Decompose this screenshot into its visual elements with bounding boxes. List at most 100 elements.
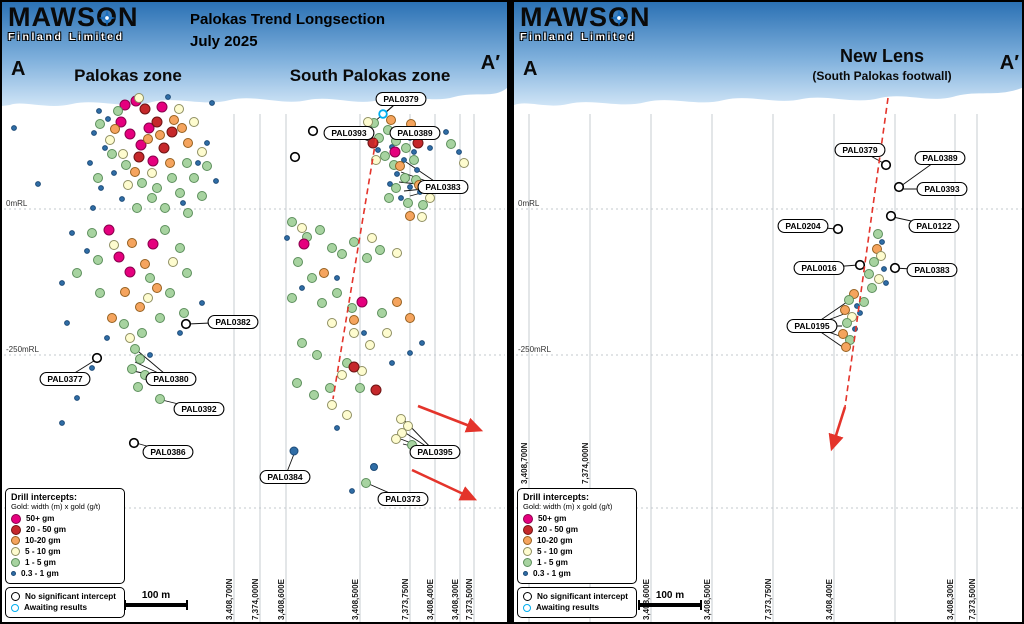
intercept-point-n [893,181,905,193]
intercept-point-y [397,428,407,438]
intercept-point-r [370,384,382,396]
legend-swatch-b [523,571,528,576]
intercept-point-g [293,257,303,267]
drillhole-label-text: PAL0393 [924,184,960,194]
intercept-point-b [87,160,93,166]
figure-title-line1: Palokas Trend Longsection [190,11,386,28]
scale-bar-label: 100 m [141,590,171,601]
legend-item-label: 20 - 50 gm [538,525,579,534]
intercept-point-b [90,205,96,211]
intercept-point-g [873,229,883,239]
intercept-point-b [59,420,65,426]
legend-item-label: No significant intercept [25,592,116,601]
legend-item-label: 5 - 10 gm [25,547,61,556]
intercept-point-g [403,198,413,208]
legend-item-label: 0.3 - 1 gm [533,569,571,578]
intercept-point-o [392,297,402,307]
scale-bar-line [124,600,188,610]
intercept-point-g [182,158,192,168]
scale-bar-right: 100 m [638,590,702,610]
intercept-point-y [876,251,886,261]
legend-swatch-m [523,513,533,524]
intercept-point-y [118,149,128,159]
intercept-point-o [319,268,329,278]
intercept-point-g [307,273,317,283]
intercept-point-g [292,378,302,388]
elevation-label: -250mRL [6,345,39,354]
intercept-point-y [123,180,133,190]
intercept-point-g [400,173,410,183]
grid-coordinate-label: 3,408,400E [426,578,435,620]
intercept-point-o [169,115,179,125]
intercept-point-r [166,126,178,138]
intercept-point-g [127,364,137,374]
intercept-point-g [113,106,123,116]
drillhole-label-text: PAL0389 [397,128,433,138]
intercept-point-b [394,171,400,177]
intercept-point-o [120,287,130,297]
header-sky-background [514,2,1022,106]
grid-coordinate-label: 3,408,700N [520,442,529,484]
drillhole-label [777,218,829,234]
intercept-point-g [179,308,189,318]
intercept-point-b [401,157,407,163]
intercept-point-g [132,203,142,213]
intercept-point-o [110,124,120,134]
intercept-point-r [133,151,145,163]
legend-subtitle: Gold: width (m) x gold (g/t) [523,502,613,511]
intercept-point-g [93,255,103,265]
intercept-point-o [405,313,415,323]
elevation-label: 0mRL [6,199,28,208]
legend-item-label: 50+ gm [538,514,567,523]
drillhole-label [389,125,441,141]
legend-swatch-y [11,547,20,556]
intercept-point-g [864,269,874,279]
drillhole-label-text: PAL0380 [153,374,189,384]
intercept-point-y [371,155,381,165]
intercept-point-g [182,268,192,278]
drillhole-label-text: PAL0016 [801,263,837,273]
intercept-point-g [377,308,387,318]
legend-item: No significant intercept [11,591,119,602]
intercept-point-g [72,268,82,278]
intercept-point-y [342,410,352,420]
intercept-point-y [403,421,413,431]
legend-item: 10-20 gm [11,535,119,546]
intercept-point-g [189,173,199,183]
drillhole-label [377,491,429,507]
brand-name-prefix: MAWS [8,2,96,32]
intercept-point-y [189,117,199,127]
intercept-point-g [842,318,852,328]
legend-item: 5 - 10 gm [11,546,119,557]
intercept-point-g [391,183,401,193]
intercept-point-g [315,225,325,235]
plunge-arrow [417,404,484,433]
legend-items: 50+ gm 20 - 50 gm 10-20 gm 5 - 10 gm 1 - 5 g… [11,513,119,579]
intercept-point-m [103,224,115,236]
intercept-point-m [156,101,168,113]
intercept-point-o [140,259,150,269]
intercept-point-b [370,463,378,471]
intercept-point-g [375,245,385,255]
drillhole-label-text: PAL0386 [150,447,186,457]
legend-extra-box: No significant intercept Awaiting results [517,587,637,618]
legend-item-label: Awaiting results [536,603,600,612]
intercept-point-o [143,134,153,144]
intercept-point-b [119,196,125,202]
legend-item: Awaiting results [523,602,631,613]
grid-coordinate-label: 7,373,750N [764,578,773,620]
legend-item-label: 10-20 gm [537,536,573,545]
legend-item-label: 5 - 10 gm [537,547,573,556]
intercept-point-g [95,288,105,298]
intercept-point-g [361,478,371,488]
intercept-point-y [297,223,307,233]
grid-coordinate-label: 7,373,750N [401,578,410,620]
brand-name: MAWSON [520,4,651,31]
intercept-point-g [137,178,147,188]
compass-icon [98,9,116,27]
intercept-point-b [111,170,117,176]
drillhole-label-text: PAL0204 [785,221,821,231]
intercept-point-g [362,253,372,263]
intercept-point-b [74,395,80,401]
intercept-point-n [180,318,192,330]
